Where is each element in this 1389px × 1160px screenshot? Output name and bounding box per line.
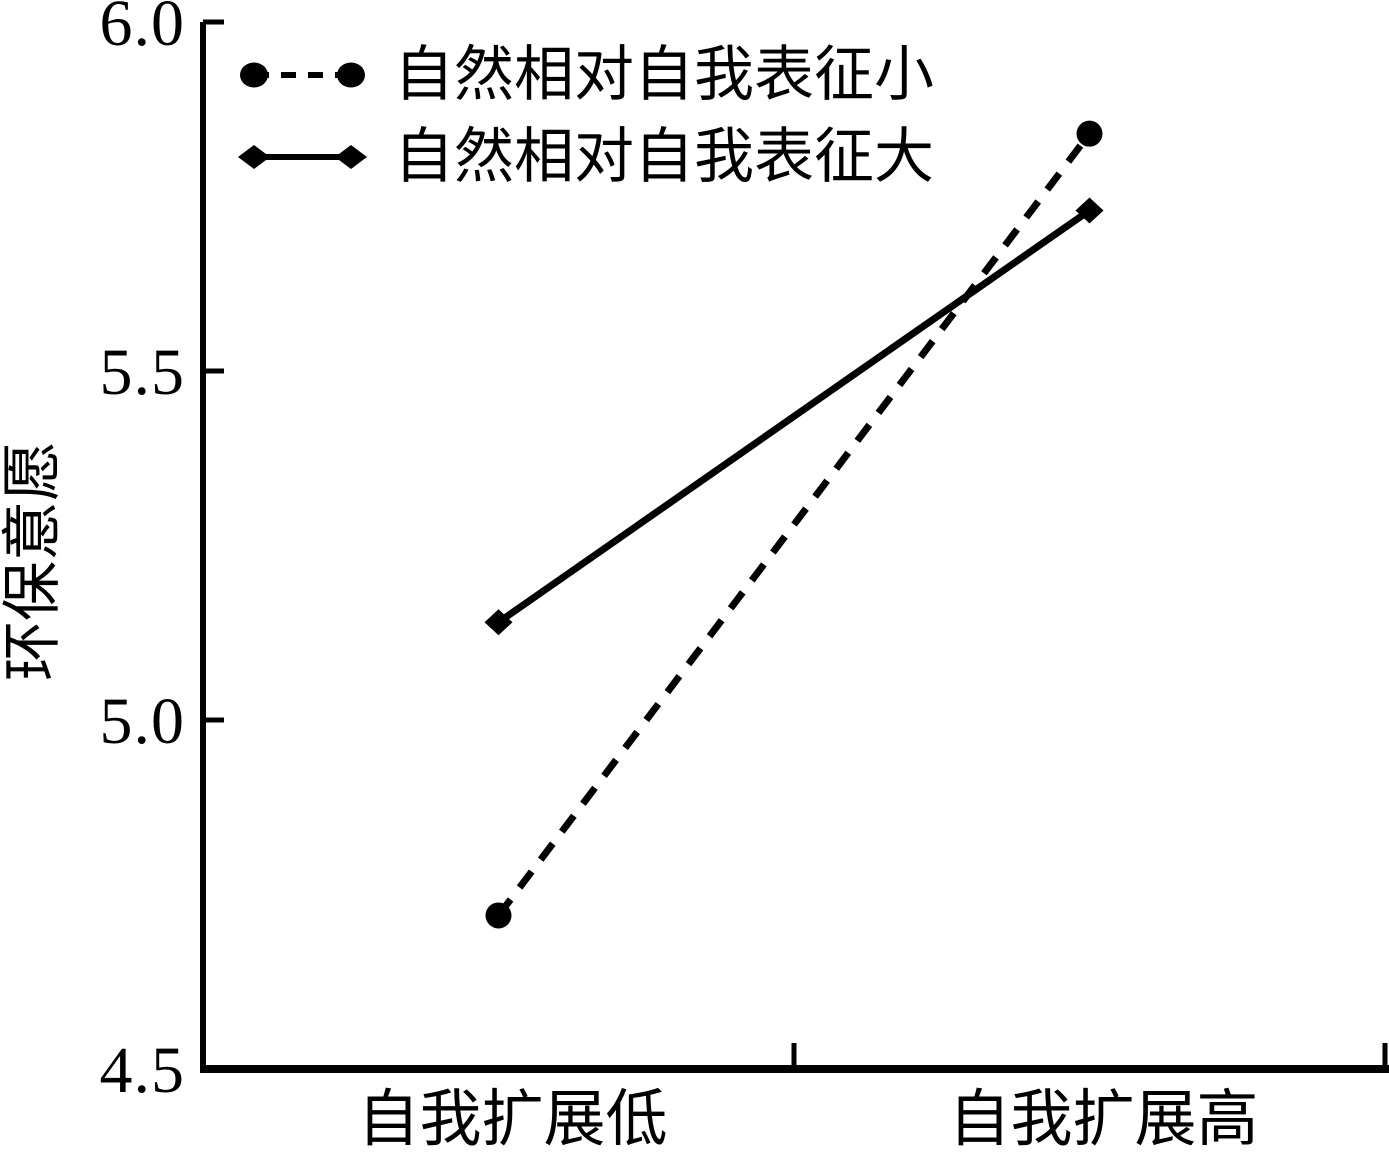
legend-label: 自然相对自我表征大 bbox=[394, 124, 934, 190]
legend-item-small: 自然相对自我表征小 bbox=[228, 34, 934, 116]
y-tick-label-6-0: 6.0 bbox=[99, 0, 185, 60]
x-category-label-low: 自我扩展低 bbox=[357, 1086, 668, 1154]
solid-line-diamond-marker-icon bbox=[238, 145, 367, 169]
x-category-label-high: 自我扩展高 bbox=[948, 1086, 1259, 1154]
y-tick-label-4-5: 4.5 bbox=[99, 1034, 185, 1107]
legend-item-large: 自然相对自我表征大 bbox=[228, 116, 934, 198]
legend-label: 自然相对自我表征小 bbox=[394, 42, 934, 108]
y-tick-label-5-5: 5.5 bbox=[99, 336, 185, 409]
dashed-line-circle-marker-icon bbox=[240, 62, 365, 88]
y-tick-label-5-0: 5.0 bbox=[99, 685, 185, 758]
y-axis-title: 环保意愿 bbox=[0, 441, 66, 681]
legend: 自然相对自我表征小 自然相对自我表征大 bbox=[228, 34, 934, 198]
